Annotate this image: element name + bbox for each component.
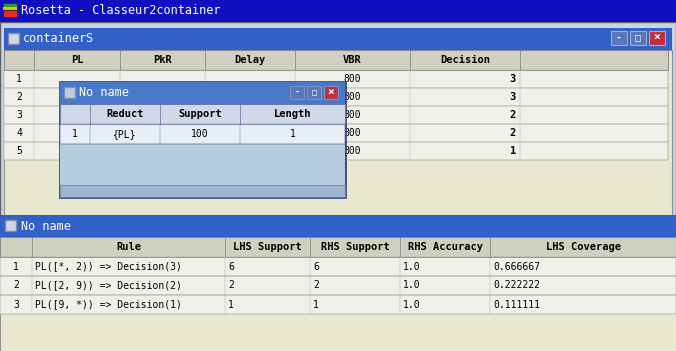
Bar [0, 0, 676, 22]
Text: 3: 3 [16, 110, 22, 120]
Bar [0, 215, 676, 237]
Text: 6: 6 [313, 261, 319, 272]
Text: LHS Coverage: LHS Coverage [546, 242, 621, 252]
Text: Decision: Decision [440, 55, 490, 65]
Text: 3: 3 [13, 299, 19, 310]
Text: ×: × [654, 33, 660, 43]
Bar [649, 31, 665, 45]
Bar [5, 220, 16, 231]
Text: RHS Support: RHS Support [320, 242, 389, 252]
Text: 4: 4 [16, 128, 22, 138]
Bar [0, 237, 676, 257]
Text: 0.222222: 0.222222 [493, 280, 540, 291]
Text: 1: 1 [13, 261, 19, 272]
Text: □: □ [312, 88, 316, 97]
Text: RHS Accuracy: RHS Accuracy [408, 242, 483, 252]
Bar [3, 7, 17, 10]
Bar [60, 104, 345, 124]
Text: 800: 800 [343, 74, 361, 84]
Text: VBR: VBR [343, 55, 362, 65]
Bar [4, 50, 668, 70]
Bar [64, 87, 75, 98]
Text: 1: 1 [510, 146, 516, 156]
Bar [324, 86, 338, 99]
Text: 2: 2 [13, 280, 19, 291]
Text: 2: 2 [510, 110, 516, 120]
Text: PkR: PkR [153, 55, 172, 65]
Text: 1: 1 [16, 74, 22, 84]
Bar [4, 70, 668, 88]
Text: 1.0: 1.0 [403, 280, 420, 291]
Text: 800: 800 [343, 128, 361, 138]
Bar [60, 104, 345, 197]
Bar [60, 124, 345, 144]
Text: Length: Length [274, 109, 311, 119]
Bar [60, 82, 345, 197]
Bar [0, 237, 676, 351]
Text: 1.0: 1.0 [403, 299, 420, 310]
Text: {PL}: {PL} [114, 129, 137, 139]
Text: Reduct: Reduct [106, 109, 144, 119]
Text: LHS Support: LHS Support [233, 242, 302, 252]
Bar [4, 88, 668, 106]
Text: 800: 800 [343, 110, 361, 120]
Text: Support: Support [178, 109, 222, 119]
Bar [4, 124, 668, 142]
Bar [3, 3, 17, 10]
Bar [0, 257, 676, 276]
Text: 800: 800 [343, 92, 361, 102]
Text: No name: No name [79, 86, 129, 99]
Text: 2: 2 [313, 280, 319, 291]
Text: containerS: containerS [23, 33, 94, 46]
Text: 3: 3 [510, 92, 516, 102]
Bar [3, 10, 17, 17]
Bar [307, 86, 321, 99]
Text: Rosetta - Classeur2container: Rosetta - Classeur2container [21, 5, 220, 18]
Bar [8, 33, 19, 44]
Text: PL: PL [71, 55, 83, 65]
Bar [4, 106, 668, 124]
Text: 800: 800 [343, 146, 361, 156]
Bar [4, 28, 672, 50]
Bar [4, 142, 668, 160]
Text: 100: 100 [191, 129, 209, 139]
Bar [4, 50, 672, 215]
Text: 2: 2 [510, 128, 516, 138]
Bar [290, 86, 304, 99]
Bar [0, 276, 676, 295]
Text: No name: No name [21, 219, 71, 232]
Text: 2: 2 [16, 92, 22, 102]
Text: 1: 1 [289, 129, 295, 139]
Text: 6: 6 [228, 261, 234, 272]
Text: 1: 1 [228, 299, 234, 310]
Text: 1.0: 1.0 [403, 261, 420, 272]
Text: 0.111111: 0.111111 [493, 299, 540, 310]
Text: PL([*, 2)) => Decision(3): PL([*, 2)) => Decision(3) [35, 261, 182, 272]
Bar [60, 185, 345, 197]
Bar [60, 82, 345, 104]
Text: 2: 2 [228, 280, 234, 291]
Text: 5: 5 [16, 146, 22, 156]
Text: 1: 1 [72, 129, 78, 139]
Text: 1: 1 [313, 299, 319, 310]
Text: PL([9, *)) => Decision(1): PL([9, *)) => Decision(1) [35, 299, 182, 310]
Bar [611, 31, 627, 45]
Text: □: □ [635, 33, 641, 43]
Text: -: - [616, 33, 622, 43]
Text: Rule: Rule [116, 242, 141, 252]
Text: 0.666667: 0.666667 [493, 261, 540, 272]
Text: 3: 3 [510, 74, 516, 84]
Text: -: - [295, 88, 299, 97]
Text: ×: × [328, 87, 335, 98]
Bar [630, 31, 646, 45]
Text: Delay: Delay [235, 55, 266, 65]
Text: PL([2, 9)) => Decision(2): PL([2, 9)) => Decision(2) [35, 280, 182, 291]
Bar [0, 295, 676, 314]
